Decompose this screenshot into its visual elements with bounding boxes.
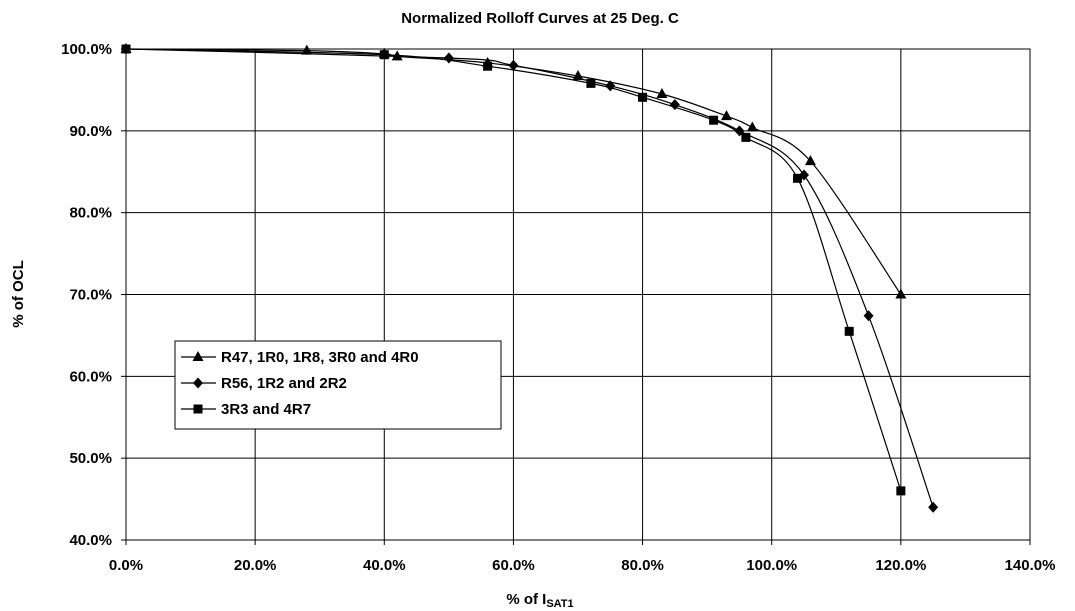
- data-point: [721, 110, 733, 121]
- data-point: [896, 486, 906, 496]
- data-point: [793, 173, 803, 183]
- gridlines: [126, 49, 1030, 540]
- data-point: [863, 310, 874, 322]
- legend-item: R56, 1R2 and 2R2: [181, 375, 347, 392]
- data-point: [508, 59, 519, 71]
- series-layer: [120, 43, 939, 513]
- data-point: [709, 115, 719, 125]
- data-point: [379, 50, 389, 60]
- x-axis-title-subscript: SAT1: [546, 598, 573, 610]
- data-point: [121, 44, 131, 54]
- data-point: [895, 288, 907, 299]
- y-tick-label: 70.0%: [69, 287, 112, 304]
- legend-diamond-icon: [193, 377, 203, 389]
- data-point: [656, 88, 668, 99]
- series-square: [121, 44, 906, 496]
- legend-box: [174, 340, 502, 430]
- data-point: [586, 78, 596, 88]
- data-point: [804, 155, 816, 166]
- y-tick-label: 40.0%: [69, 532, 112, 549]
- legend-label: R56, 1R2 and 2R2: [221, 375, 347, 392]
- x-tick-label: 140.0%: [1005, 557, 1056, 574]
- y-tick-label: 100.0%: [61, 41, 112, 58]
- data-point: [746, 121, 758, 132]
- data-point: [844, 326, 854, 336]
- legend-item: 3R3 and 4R7: [181, 401, 311, 418]
- x-tick-label: 40.0%: [363, 557, 406, 574]
- legend-label: R47, 1R0, 1R8, 3R0 and 4R0: [221, 349, 419, 366]
- data-point: [928, 501, 939, 513]
- x-tick-label: 0.0%: [109, 557, 143, 574]
- y-tick-label: 50.0%: [69, 450, 112, 467]
- x-tick-label: 80.0%: [621, 557, 664, 574]
- legend-triangle-icon: [192, 351, 204, 361]
- x-axis-title: % of ISAT1: [506, 591, 573, 610]
- y-tick-label: 80.0%: [69, 205, 112, 222]
- legend-square-icon: [193, 404, 203, 414]
- x-tick-label: 120.0%: [875, 557, 926, 574]
- y-tick-label: 60.0%: [69, 368, 112, 385]
- y-axis-title: % of OCL: [10, 260, 27, 328]
- x-axis-ticks: 0.0% 20.0% 40.0% 60.0% 80.0% 100.0% 120.0% 140.…: [109, 540, 1056, 574]
- x-tick-label: 20.0%: [234, 557, 277, 574]
- data-point: [483, 61, 493, 71]
- y-axis-ticks: 40.0% 50.0% 60.0% 70.0% 80.0% 90.0% 100.0%: [61, 41, 126, 549]
- legend: R47, 1R0, 1R8, 3R0 and 4R0 R56, 1R2 and 2…: [174, 340, 502, 430]
- x-tick-label: 100.0%: [746, 557, 797, 574]
- x-tick-label: 60.0%: [492, 557, 535, 574]
- data-point: [741, 132, 751, 142]
- y-tick-label: 90.0%: [69, 123, 112, 140]
- chart-title: Normalized Rolloff Curves at 25 Deg. C: [401, 10, 679, 27]
- x-axis-title-main: % of I: [506, 591, 546, 608]
- legend-label: 3R3 and 4R7: [221, 401, 311, 418]
- data-point: [638, 92, 648, 102]
- legend-item: R47, 1R0, 1R8, 3R0 and 4R0: [181, 349, 419, 366]
